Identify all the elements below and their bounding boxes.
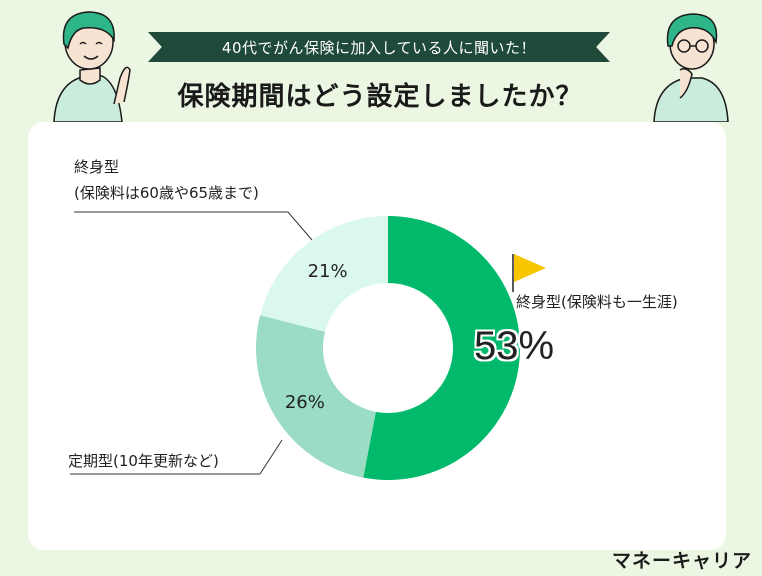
label-lifetime-limited-line2: (保険料は60歳や65歳まで) — [74, 184, 259, 202]
slice-pct-21: 21% — [308, 261, 348, 282]
donut-slice-26 — [256, 315, 376, 478]
label-term: 定期型(10年更新など) — [68, 452, 219, 470]
label-lifetime-full: 終身型(保険料も一生涯) — [516, 293, 678, 311]
flag-icon — [512, 254, 546, 292]
page-title: 保険期間はどう設定しましたか？ — [177, 82, 583, 112]
donut-slice-53 — [363, 216, 520, 480]
donut-slice-21 — [260, 216, 388, 332]
leader-line-21 — [74, 211, 313, 241]
slice-pct-53: 53% — [474, 324, 555, 368]
man-illustration — [653, 13, 729, 122]
banner-text: 40代でがん保険に加入している人に聞いた！ — [221, 38, 537, 57]
woman-illustration — [53, 11, 131, 122]
survey-banner: 40代でがん保険に加入している人に聞いた！ — [148, 32, 610, 62]
brand-logo: マネーキャリア — [612, 550, 753, 572]
label-lifetime-limited-line1: 終身型 — [74, 158, 120, 176]
leader-line-26 — [70, 439, 283, 475]
slice-pct-26: 26% — [285, 392, 325, 413]
